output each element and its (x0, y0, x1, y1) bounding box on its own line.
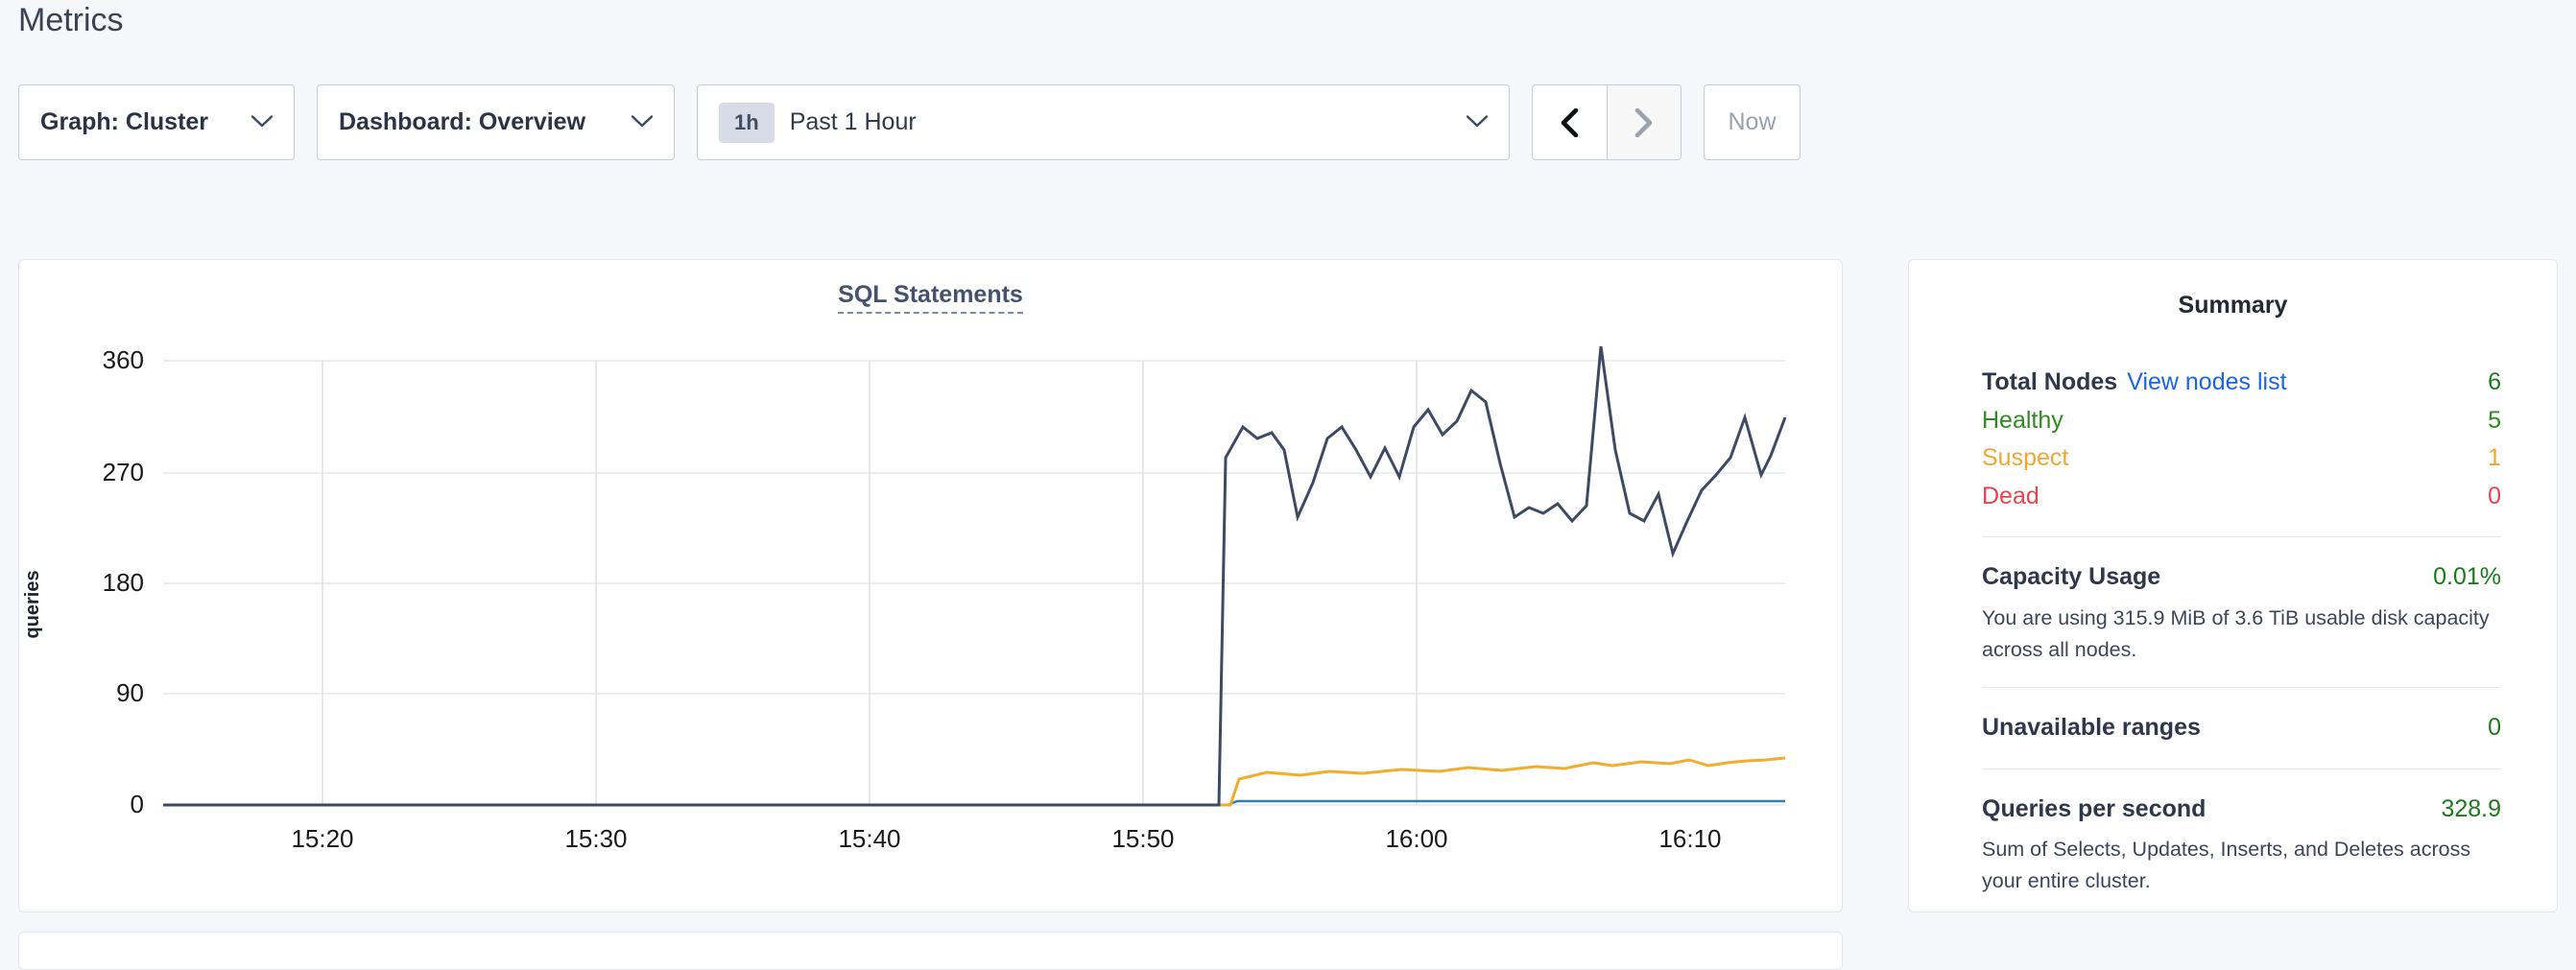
svg-text:15:30: 15:30 (564, 824, 627, 853)
svg-text:0: 0 (131, 790, 144, 818)
svg-text:270: 270 (103, 458, 144, 486)
svg-text:16:00: 16:00 (1385, 824, 1447, 853)
svg-text:16:10: 16:10 (1658, 824, 1721, 853)
svg-text:15:50: 15:50 (1111, 824, 1174, 853)
svg-text:360: 360 (103, 345, 144, 374)
svg-text:15:20: 15:20 (291, 824, 353, 853)
svg-text:15:40: 15:40 (838, 824, 900, 853)
svg-text:180: 180 (103, 568, 144, 597)
svg-text:90: 90 (116, 678, 144, 707)
svg-text:queries: queries (22, 570, 43, 638)
